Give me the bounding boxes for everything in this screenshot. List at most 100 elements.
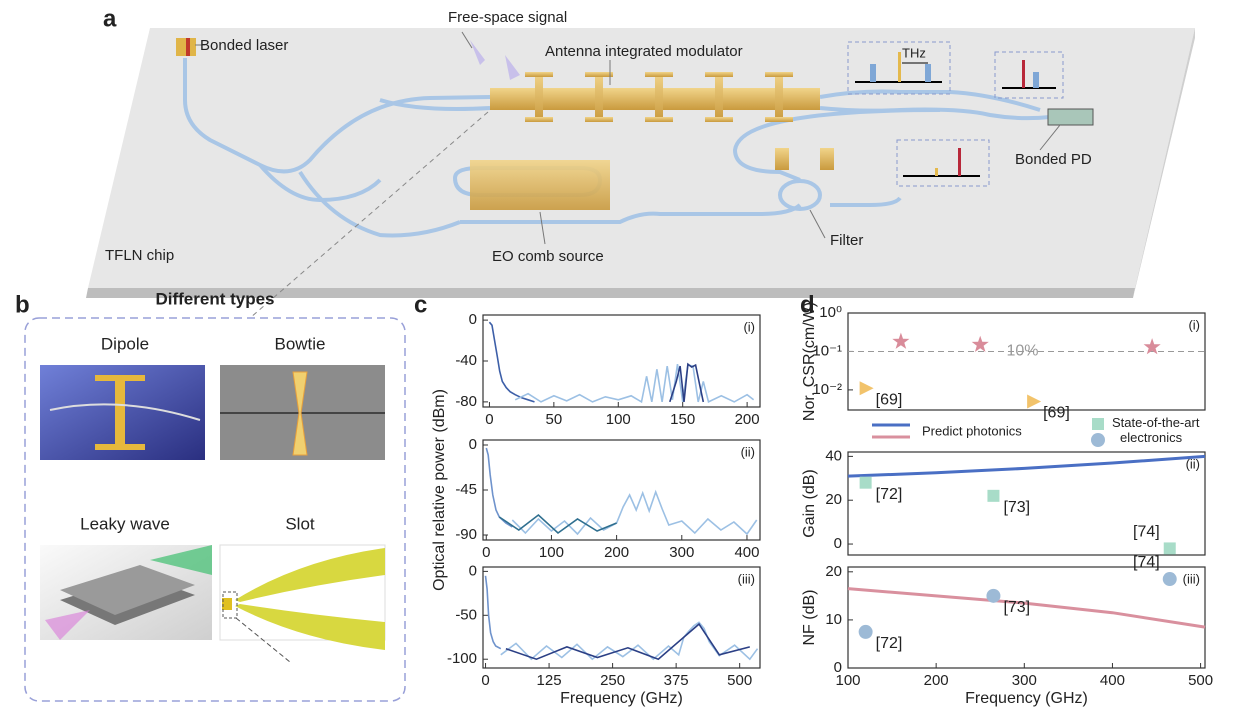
x-tick-label: 100 bbox=[835, 672, 860, 689]
point-label: [69] bbox=[1043, 405, 1070, 422]
y-tick-label: 10⁰ bbox=[819, 304, 842, 321]
reference-label: 10% bbox=[1007, 343, 1039, 360]
label: THz bbox=[902, 45, 926, 60]
point-label: [69] bbox=[876, 392, 903, 409]
y-tick-label: 20 bbox=[825, 491, 842, 508]
annotation: (iii) bbox=[1183, 571, 1200, 586]
y-axis-label: Gain (dB) bbox=[801, 469, 818, 537]
y-axis-label: Optical relative power (dBm) bbox=[431, 389, 448, 591]
x-tick-label: 0 bbox=[481, 672, 489, 689]
y-tick-label: -40 bbox=[455, 352, 477, 369]
x-tick-label: 400 bbox=[734, 544, 759, 561]
x-tick-label: 500 bbox=[1188, 672, 1213, 689]
point bbox=[1164, 542, 1176, 554]
label: Filter bbox=[830, 232, 863, 249]
photodetector bbox=[1048, 109, 1093, 125]
panel-letter: c bbox=[414, 291, 427, 318]
point-label: [73] bbox=[1003, 499, 1030, 516]
series-line bbox=[486, 576, 501, 649]
point bbox=[972, 336, 989, 352]
series-line bbox=[848, 456, 1205, 476]
point-label: [73] bbox=[1003, 599, 1030, 616]
x-axis-label: Frequency (GHz) bbox=[560, 690, 683, 707]
label: TFLN chip bbox=[105, 247, 174, 264]
y-tick-label: 0 bbox=[469, 436, 477, 453]
x-tick-label: 150 bbox=[670, 411, 695, 428]
chart: 01020100200300400500[72][73][74](iii)NF … bbox=[801, 554, 1213, 707]
point bbox=[859, 625, 873, 639]
chart: -90-4500100200300400(ii)Optical relative… bbox=[431, 389, 760, 591]
point bbox=[1091, 433, 1105, 447]
point bbox=[1163, 572, 1177, 586]
x-tick-label: 0 bbox=[485, 411, 493, 428]
y-tick-label: -80 bbox=[455, 393, 477, 410]
x-tick-label: 50 bbox=[546, 411, 563, 428]
label: Bonded PD bbox=[1015, 151, 1092, 168]
x-tick-label: 100 bbox=[606, 411, 631, 428]
x-tick-label: 250 bbox=[600, 672, 625, 689]
point bbox=[986, 589, 1000, 603]
type-label: Dipole bbox=[101, 334, 149, 353]
series-line bbox=[489, 322, 534, 402]
annotation: (i) bbox=[1188, 317, 1200, 332]
chip-diagram: Bonded laser Free-space signal Antenna i… bbox=[86, 9, 1195, 318]
series-line bbox=[486, 448, 512, 527]
filter-electrode bbox=[775, 148, 789, 170]
label: EO comb source bbox=[492, 248, 604, 265]
point-label: [72] bbox=[876, 635, 903, 652]
annotation: (iii) bbox=[738, 571, 755, 586]
label: Bonded laser bbox=[200, 37, 288, 54]
panel-letter: b bbox=[15, 291, 30, 318]
y-tick-label: -90 bbox=[455, 526, 477, 543]
x-tick-label: 200 bbox=[735, 411, 760, 428]
x-axis-label: Frequency (GHz) bbox=[965, 690, 1088, 707]
dipole-image bbox=[40, 365, 205, 460]
series-line bbox=[515, 364, 753, 402]
y-axis-label: Nor. CSR(cm/W) bbox=[801, 302, 818, 421]
figure: Bonded laser Free-space signal Antenna i… bbox=[0, 0, 1235, 713]
y-tick-label: -45 bbox=[455, 481, 477, 498]
y-tick-label: 0 bbox=[469, 311, 477, 328]
y-tick-label: -50 bbox=[455, 606, 477, 623]
annotation: (ii) bbox=[1186, 456, 1200, 471]
y-axis-label: NF (dB) bbox=[801, 590, 818, 646]
x-tick-label: 300 bbox=[1012, 672, 1037, 689]
series-line bbox=[512, 492, 756, 534]
x-tick-label: 375 bbox=[664, 672, 689, 689]
y-tick-label: 10 bbox=[825, 611, 842, 628]
x-tick-label: 200 bbox=[604, 544, 629, 561]
eo-comb bbox=[470, 160, 610, 210]
point bbox=[860, 381, 874, 395]
bowtie-image bbox=[220, 365, 385, 460]
plot-frame bbox=[483, 315, 760, 407]
panel-title: Different types bbox=[155, 289, 274, 308]
chart: 10⁻²10⁻¹10⁰10%[69][69](i)Nor. CSR(cm/W) bbox=[801, 302, 1205, 422]
y-tick-label: 20 bbox=[825, 563, 842, 580]
legend-label: Predict photonics bbox=[922, 423, 1022, 438]
x-tick-label: 300 bbox=[669, 544, 694, 561]
annotation: (ii) bbox=[741, 444, 755, 459]
x-tick-label: 100 bbox=[539, 544, 564, 561]
y-tick-label: 0 bbox=[834, 535, 842, 552]
x-tick-label: 125 bbox=[537, 672, 562, 689]
type-label: Bowtie bbox=[274, 334, 325, 353]
x-tick-label: 0 bbox=[482, 544, 490, 561]
series-line bbox=[506, 624, 750, 659]
antenna-types: Different types Dipole Bowtie Leaky wave… bbox=[25, 289, 405, 701]
point bbox=[892, 333, 909, 349]
filter-electrode bbox=[820, 148, 834, 170]
y-tick-label: -100 bbox=[447, 650, 477, 667]
y-tick-label: 40 bbox=[825, 447, 842, 464]
label: Free-space signal bbox=[448, 9, 567, 26]
point bbox=[1092, 418, 1104, 430]
point bbox=[860, 477, 872, 489]
point-label: [74] bbox=[1133, 524, 1160, 541]
y-tick-label: 0 bbox=[469, 562, 477, 579]
leaky-wave-image bbox=[40, 545, 212, 640]
x-tick-label: 400 bbox=[1100, 672, 1125, 689]
